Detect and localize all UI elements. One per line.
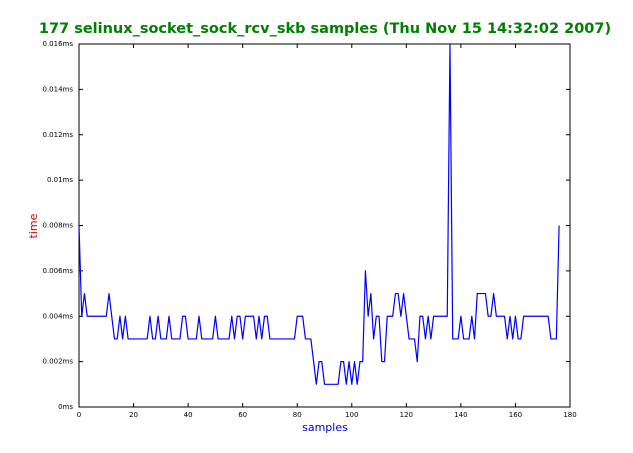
x-tick-label: 20 <box>129 411 138 419</box>
data-line <box>78 43 560 385</box>
y-axis-label: time <box>27 213 40 238</box>
x-tick-label: 100 <box>345 411 358 419</box>
x-tick-label: 40 <box>184 411 193 419</box>
chart-title: 177 selinux_socket_sock_rcv_skb samples … <box>39 21 611 37</box>
y-tick-label: 0ms <box>58 403 73 411</box>
x-tick-label: 140 <box>454 411 467 419</box>
y-tick-label: 0.012ms <box>42 131 73 139</box>
x-tick-label: 160 <box>509 411 522 419</box>
y-tick-label: 0.014ms <box>42 85 73 93</box>
x-axis-label: samples <box>302 421 348 434</box>
y-tick-label: 0.002ms <box>42 358 73 366</box>
plot-frame <box>78 43 571 408</box>
x-tick-label: 60 <box>238 411 247 419</box>
x-tick-label: 0 <box>77 411 81 419</box>
y-tick-label: 0.01ms <box>47 176 73 184</box>
y-tick-label: 0.016ms <box>42 40 73 48</box>
y-tick-label: 0.004ms <box>42 312 73 320</box>
y-tick-label: 0.008ms <box>42 222 73 230</box>
x-tick-label: 180 <box>563 411 576 419</box>
y-tick-label: 0.006ms <box>42 267 73 275</box>
x-tick-label: 120 <box>400 411 413 419</box>
x-tick-label: 80 <box>293 411 302 419</box>
